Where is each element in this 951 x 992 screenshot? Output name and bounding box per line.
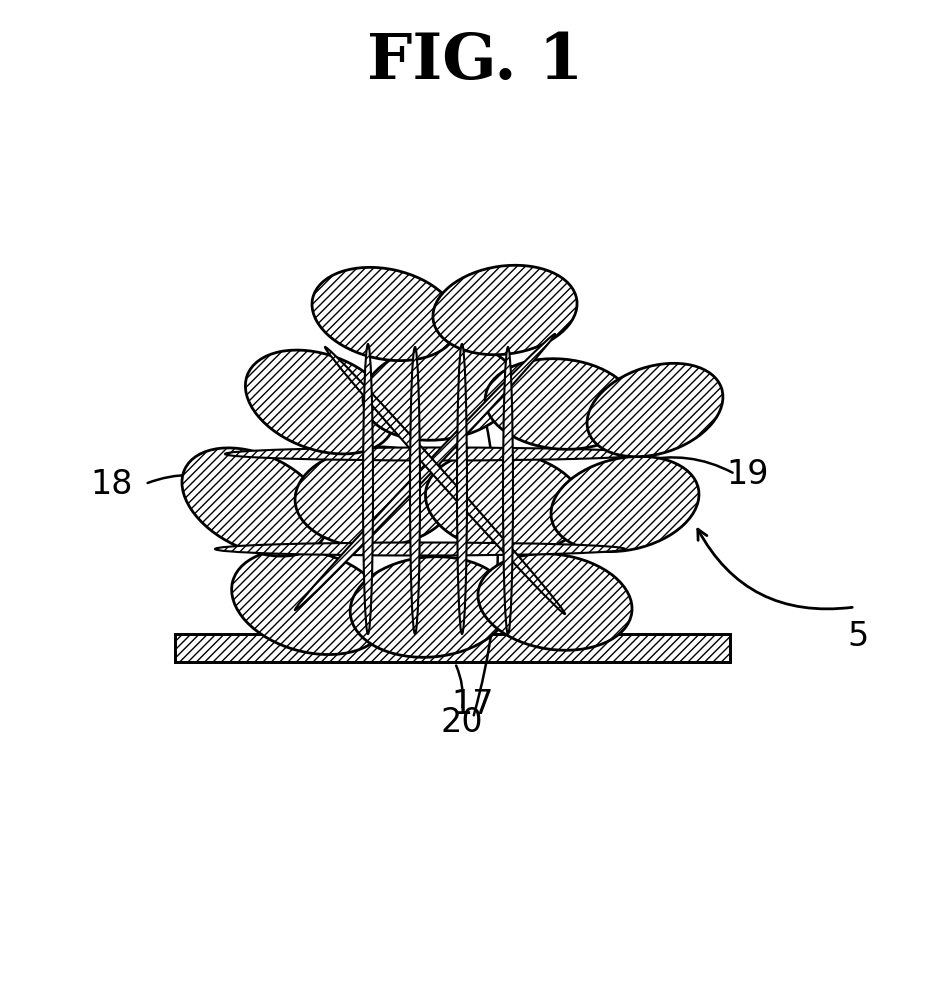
Ellipse shape bbox=[215, 543, 625, 556]
Ellipse shape bbox=[312, 268, 458, 361]
Text: 5: 5 bbox=[847, 621, 868, 654]
Ellipse shape bbox=[295, 446, 455, 548]
Bar bbox=[175, 634, 730, 662]
Ellipse shape bbox=[363, 344, 373, 634]
Ellipse shape bbox=[478, 554, 632, 651]
Ellipse shape bbox=[503, 347, 513, 634]
Ellipse shape bbox=[232, 550, 388, 655]
Ellipse shape bbox=[587, 363, 723, 456]
Bar bbox=[175, 634, 730, 662]
Text: 19: 19 bbox=[727, 457, 769, 490]
Ellipse shape bbox=[485, 359, 635, 449]
Ellipse shape bbox=[325, 347, 565, 614]
Ellipse shape bbox=[410, 347, 420, 634]
Text: 17: 17 bbox=[452, 687, 495, 720]
Ellipse shape bbox=[457, 344, 467, 634]
Ellipse shape bbox=[182, 448, 328, 557]
Ellipse shape bbox=[295, 334, 555, 610]
Text: 18: 18 bbox=[90, 467, 133, 501]
Ellipse shape bbox=[225, 447, 648, 460]
Ellipse shape bbox=[245, 350, 395, 454]
Ellipse shape bbox=[433, 265, 577, 355]
Ellipse shape bbox=[551, 456, 699, 552]
Ellipse shape bbox=[425, 451, 585, 553]
Text: 20: 20 bbox=[440, 705, 483, 738]
Text: FIG. 1: FIG. 1 bbox=[367, 32, 583, 92]
Ellipse shape bbox=[350, 557, 510, 658]
Ellipse shape bbox=[363, 344, 517, 440]
